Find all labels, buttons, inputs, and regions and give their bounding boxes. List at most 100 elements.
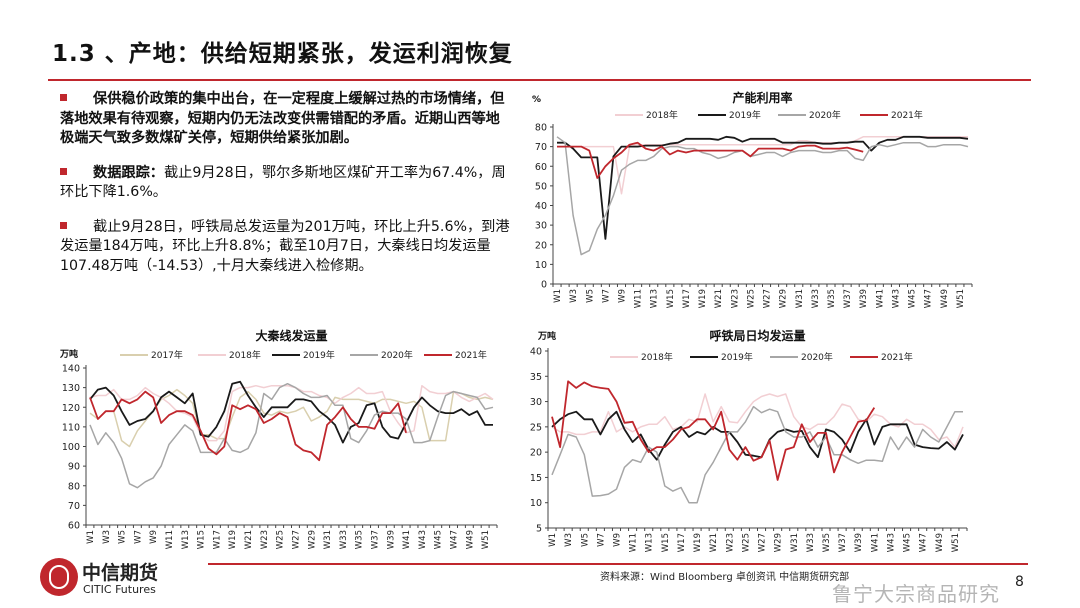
chart-title: 呼铁局日均发运量	[709, 328, 805, 343]
x-tick-label: W17	[682, 289, 692, 308]
y-tick-label: 20	[535, 240, 547, 251]
title-divider	[48, 79, 1031, 81]
x-tick-label: W11	[634, 289, 644, 308]
x-tick-label: W29	[779, 289, 789, 308]
logo-en-text: CITIC Futures	[83, 583, 156, 596]
series-line-2021	[551, 380, 876, 481]
series-line-2018	[557, 136, 968, 195]
x-tick-label: W37	[838, 533, 848, 552]
series-line-2017	[89, 388, 494, 448]
bullet-text: 截止9月28日，鄂尔多斯地区煤矿开工率为67.4%，周环比下降1.6%。	[60, 164, 506, 201]
x-tick-label: W21	[714, 289, 724, 308]
x-tick-label: W7	[601, 289, 611, 303]
capacity-utilization-chart: 产能利用率% 0 10 20 30 40 50 60 70 80 W1 W3 W5 W7 W9 W11 W13 W…	[532, 90, 973, 308]
x-tick-label: W39	[854, 533, 864, 552]
x-tick-label: W13	[650, 289, 660, 308]
series-line-2020	[89, 382, 494, 489]
y-tick-label: 40	[535, 201, 547, 212]
y-tick-label: 25	[530, 422, 542, 433]
legend-label: 2019年	[729, 109, 761, 121]
x-tick-label: W41	[870, 533, 880, 552]
x-tick-label: W43	[891, 289, 901, 308]
source-note: 资料来源：Wind Bloomberg 卓创资讯 中信期货研究部	[600, 572, 850, 583]
x-tick-label: W27	[763, 289, 773, 308]
x-tick-label: W23	[730, 289, 740, 308]
x-tick-label: W19	[228, 530, 238, 549]
y-tick-label: 60	[535, 162, 547, 173]
series-line-2021	[557, 141, 864, 179]
x-tick-label: W33	[806, 533, 816, 552]
x-tick-label: W35	[827, 289, 837, 308]
page-number: 8	[1015, 574, 1024, 590]
x-tick-label: W35	[822, 533, 832, 552]
legend-label: 2018年	[641, 351, 673, 363]
bullet-marker-icon	[60, 167, 67, 175]
legend-label: 2020年	[381, 349, 413, 361]
bullet-marker-icon	[60, 221, 67, 229]
series-line-2019	[551, 410, 964, 461]
x-tick-label: W51	[951, 533, 961, 552]
y-tick-label: 100	[62, 442, 80, 453]
hohhot-railway-shipment-chart: 呼铁局日均发运量 万吨 5 10 15 20 25 30 35 40 W1 W3 W5 W7 W9 W11 W1…	[530, 328, 968, 552]
x-tick-label: W45	[908, 289, 918, 308]
y-tick-label: 50	[535, 181, 547, 192]
x-tick-label: W19	[698, 289, 708, 308]
y-tick-label: 90	[68, 462, 80, 473]
series-line-2019	[557, 135, 969, 240]
y-tick-label: 80	[535, 123, 547, 134]
x-tick-label: W47	[924, 289, 934, 308]
legend-label: 2018年	[229, 349, 261, 361]
x-tick-label: W47	[919, 533, 929, 552]
x-tick-label: W1	[553, 289, 563, 303]
y-tick-label: 70	[535, 142, 547, 153]
x-tick-label: W9	[617, 289, 627, 303]
x-tick-label: W51	[956, 289, 966, 308]
x-tick-label: W11	[629, 533, 639, 552]
x-tick-label: W19	[693, 533, 703, 552]
bullet-bold-text: 保供稳价政策的集中出台，在一定程度上缓解过热的市场情绪，但落地效果有待观察，短期…	[60, 91, 505, 146]
bullet-list: 保供稳价政策的集中出台，在一定程度上缓解过热的市场情绪，但落地效果有待观察，短期…	[60, 90, 510, 291]
x-tick-label: W25	[746, 289, 756, 308]
series-line-2021	[89, 390, 407, 462]
x-tick-label: W3	[102, 530, 112, 544]
x-tick-label: W41	[402, 530, 412, 549]
legend-label: 2021年	[881, 351, 913, 363]
x-tick-label: W33	[811, 289, 821, 308]
series-line-2019	[89, 380, 493, 444]
x-tick-label: W7	[133, 530, 143, 544]
legend-label: 2017年	[151, 349, 183, 361]
bullet-item: 数据跟踪：截止9月28日，鄂尔多斯地区煤矿开工率为67.4%，周环比下降1.6%…	[60, 164, 510, 203]
y-tick-label: 10	[530, 498, 542, 509]
legend-label: 2020年	[801, 351, 833, 363]
x-tick-label: W31	[795, 289, 805, 308]
y-tick-label: 70	[68, 501, 80, 512]
bullet-text: 截止9月28日，呼铁局总发运量为201万吨，环比上升5.6%，到港发运量184万…	[60, 218, 510, 274]
x-tick-label: W3	[564, 533, 574, 547]
series-line-2020	[556, 136, 969, 256]
legend-label: 2019年	[303, 349, 335, 361]
legend-label: 2021年	[455, 349, 487, 361]
x-tick-label: W49	[935, 533, 945, 552]
x-tick-label: W1	[548, 533, 558, 547]
x-tick-label: W9	[149, 530, 159, 544]
x-tick-label: W45	[434, 530, 444, 549]
logo-cn-text: 中信期货	[82, 562, 159, 584]
x-tick-label: W49	[940, 289, 950, 308]
y-tick-label: 20	[530, 448, 542, 459]
x-tick-label: W25	[276, 530, 286, 549]
y-tick-label: 140	[62, 364, 80, 375]
legend-label: 2021年	[891, 109, 923, 121]
y-tick-label: 130	[62, 383, 80, 394]
legend-label: 2019年	[721, 351, 753, 363]
slide-title: 1.3 、产地：供给短期紧张，发运利润恢复	[52, 41, 513, 67]
x-tick-label: W5	[118, 530, 128, 544]
y-tick-label: 35	[530, 372, 542, 383]
x-tick-label: W51	[481, 530, 491, 549]
y-tick-label: 120	[62, 403, 80, 414]
x-tick-label: W43	[418, 530, 428, 549]
chart-title: 大秦线发运量	[255, 328, 327, 343]
x-tick-label: W13	[181, 530, 191, 549]
y-tick-label: 10	[535, 260, 547, 271]
x-tick-label: W17	[212, 530, 222, 549]
